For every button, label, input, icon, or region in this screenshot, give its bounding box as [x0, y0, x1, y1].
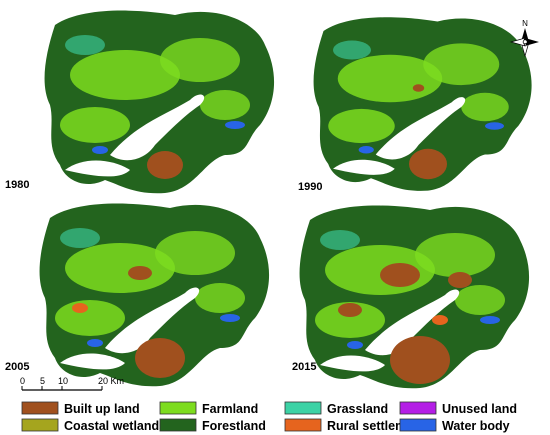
- legend-label: Coastal wetlands: [64, 419, 166, 433]
- legend-label: Grassland: [327, 402, 388, 416]
- map-1990: [313, 17, 532, 191]
- legend-swatch: [399, 401, 437, 415]
- legend-swatch: [21, 418, 59, 432]
- legend-swatch: [159, 401, 197, 415]
- north-arrow: N: [509, 19, 539, 58]
- legend-swatch: [159, 418, 197, 432]
- legend-label: Farmland: [202, 402, 258, 416]
- legend-label: Water body: [442, 419, 510, 433]
- scale-label: 10: [58, 376, 68, 386]
- map-2005: [39, 203, 270, 387]
- scale-label: 20 Km: [98, 376, 124, 386]
- scale-label: 5: [40, 376, 45, 386]
- legend-label: Built up land: [64, 402, 140, 416]
- legend-swatch: [399, 418, 437, 432]
- map-2015: [299, 205, 530, 389]
- year-label: 2005: [5, 361, 29, 373]
- year-label: 2015: [292, 361, 316, 373]
- legend: Built up land Farmland Grassland Unused lan…: [21, 401, 517, 433]
- year-label: 1980: [5, 179, 29, 191]
- legend-label: Unused land: [442, 402, 517, 416]
- legend-swatch: [284, 418, 322, 432]
- legend-swatch: [284, 401, 322, 415]
- scale-label: 0: [20, 376, 25, 386]
- scale-bar: 0 5 10 20 Km: [20, 376, 124, 391]
- map-1980: [44, 10, 275, 194]
- north-label: N: [522, 19, 528, 28]
- year-label: 1990: [298, 181, 322, 193]
- legend-label: Forestland: [202, 419, 266, 433]
- legend-swatch: [21, 401, 59, 415]
